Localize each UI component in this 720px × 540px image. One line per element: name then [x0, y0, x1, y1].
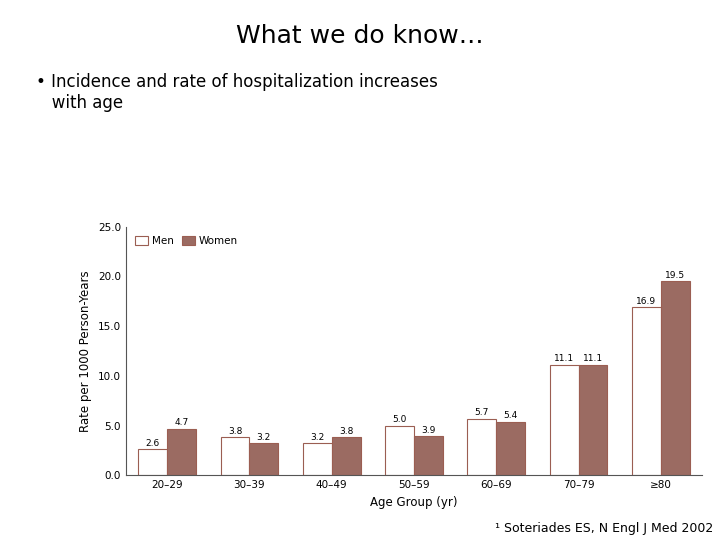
Bar — [167, 429, 196, 475]
Text: 2.6: 2.6 — [145, 439, 160, 448]
Text: 3.8: 3.8 — [228, 427, 242, 436]
Text: 5.7: 5.7 — [474, 408, 489, 417]
Bar — [303, 443, 332, 475]
Bar — [496, 422, 525, 475]
Text: 11.1: 11.1 — [554, 354, 575, 363]
Text: 3.8: 3.8 — [339, 427, 354, 436]
Bar — [332, 437, 361, 475]
Bar — [249, 443, 278, 475]
Bar — [385, 426, 414, 475]
Text: 19.5: 19.5 — [665, 271, 685, 280]
Bar — [579, 365, 608, 475]
Text: 3.9: 3.9 — [421, 426, 436, 435]
Text: 5.4: 5.4 — [503, 411, 518, 420]
Bar — [550, 365, 579, 475]
Text: 3.2: 3.2 — [257, 433, 271, 442]
Text: 5.0: 5.0 — [392, 415, 407, 424]
Bar — [661, 281, 690, 475]
Text: 3.2: 3.2 — [310, 433, 325, 442]
Y-axis label: Rate per 1000 Person-Years: Rate per 1000 Person-Years — [79, 270, 92, 432]
Text: 11.1: 11.1 — [583, 354, 603, 363]
Text: 4.7: 4.7 — [174, 418, 189, 427]
Text: 16.9: 16.9 — [636, 297, 657, 306]
Legend: Men, Women: Men, Women — [131, 232, 242, 251]
Text: ¹ Soteriades ES, N Engl J Med 2002: ¹ Soteriades ES, N Engl J Med 2002 — [495, 522, 713, 535]
Bar — [632, 307, 661, 475]
Bar — [138, 449, 167, 475]
Text: • Incidence and rate of hospitalization increases
   with age: • Incidence and rate of hospitalization … — [36, 73, 438, 112]
X-axis label: Age Group (yr): Age Group (yr) — [370, 496, 458, 509]
Bar — [220, 437, 249, 475]
Bar — [414, 436, 443, 475]
Bar — [467, 418, 496, 475]
Text: What we do know…: What we do know… — [236, 24, 484, 48]
